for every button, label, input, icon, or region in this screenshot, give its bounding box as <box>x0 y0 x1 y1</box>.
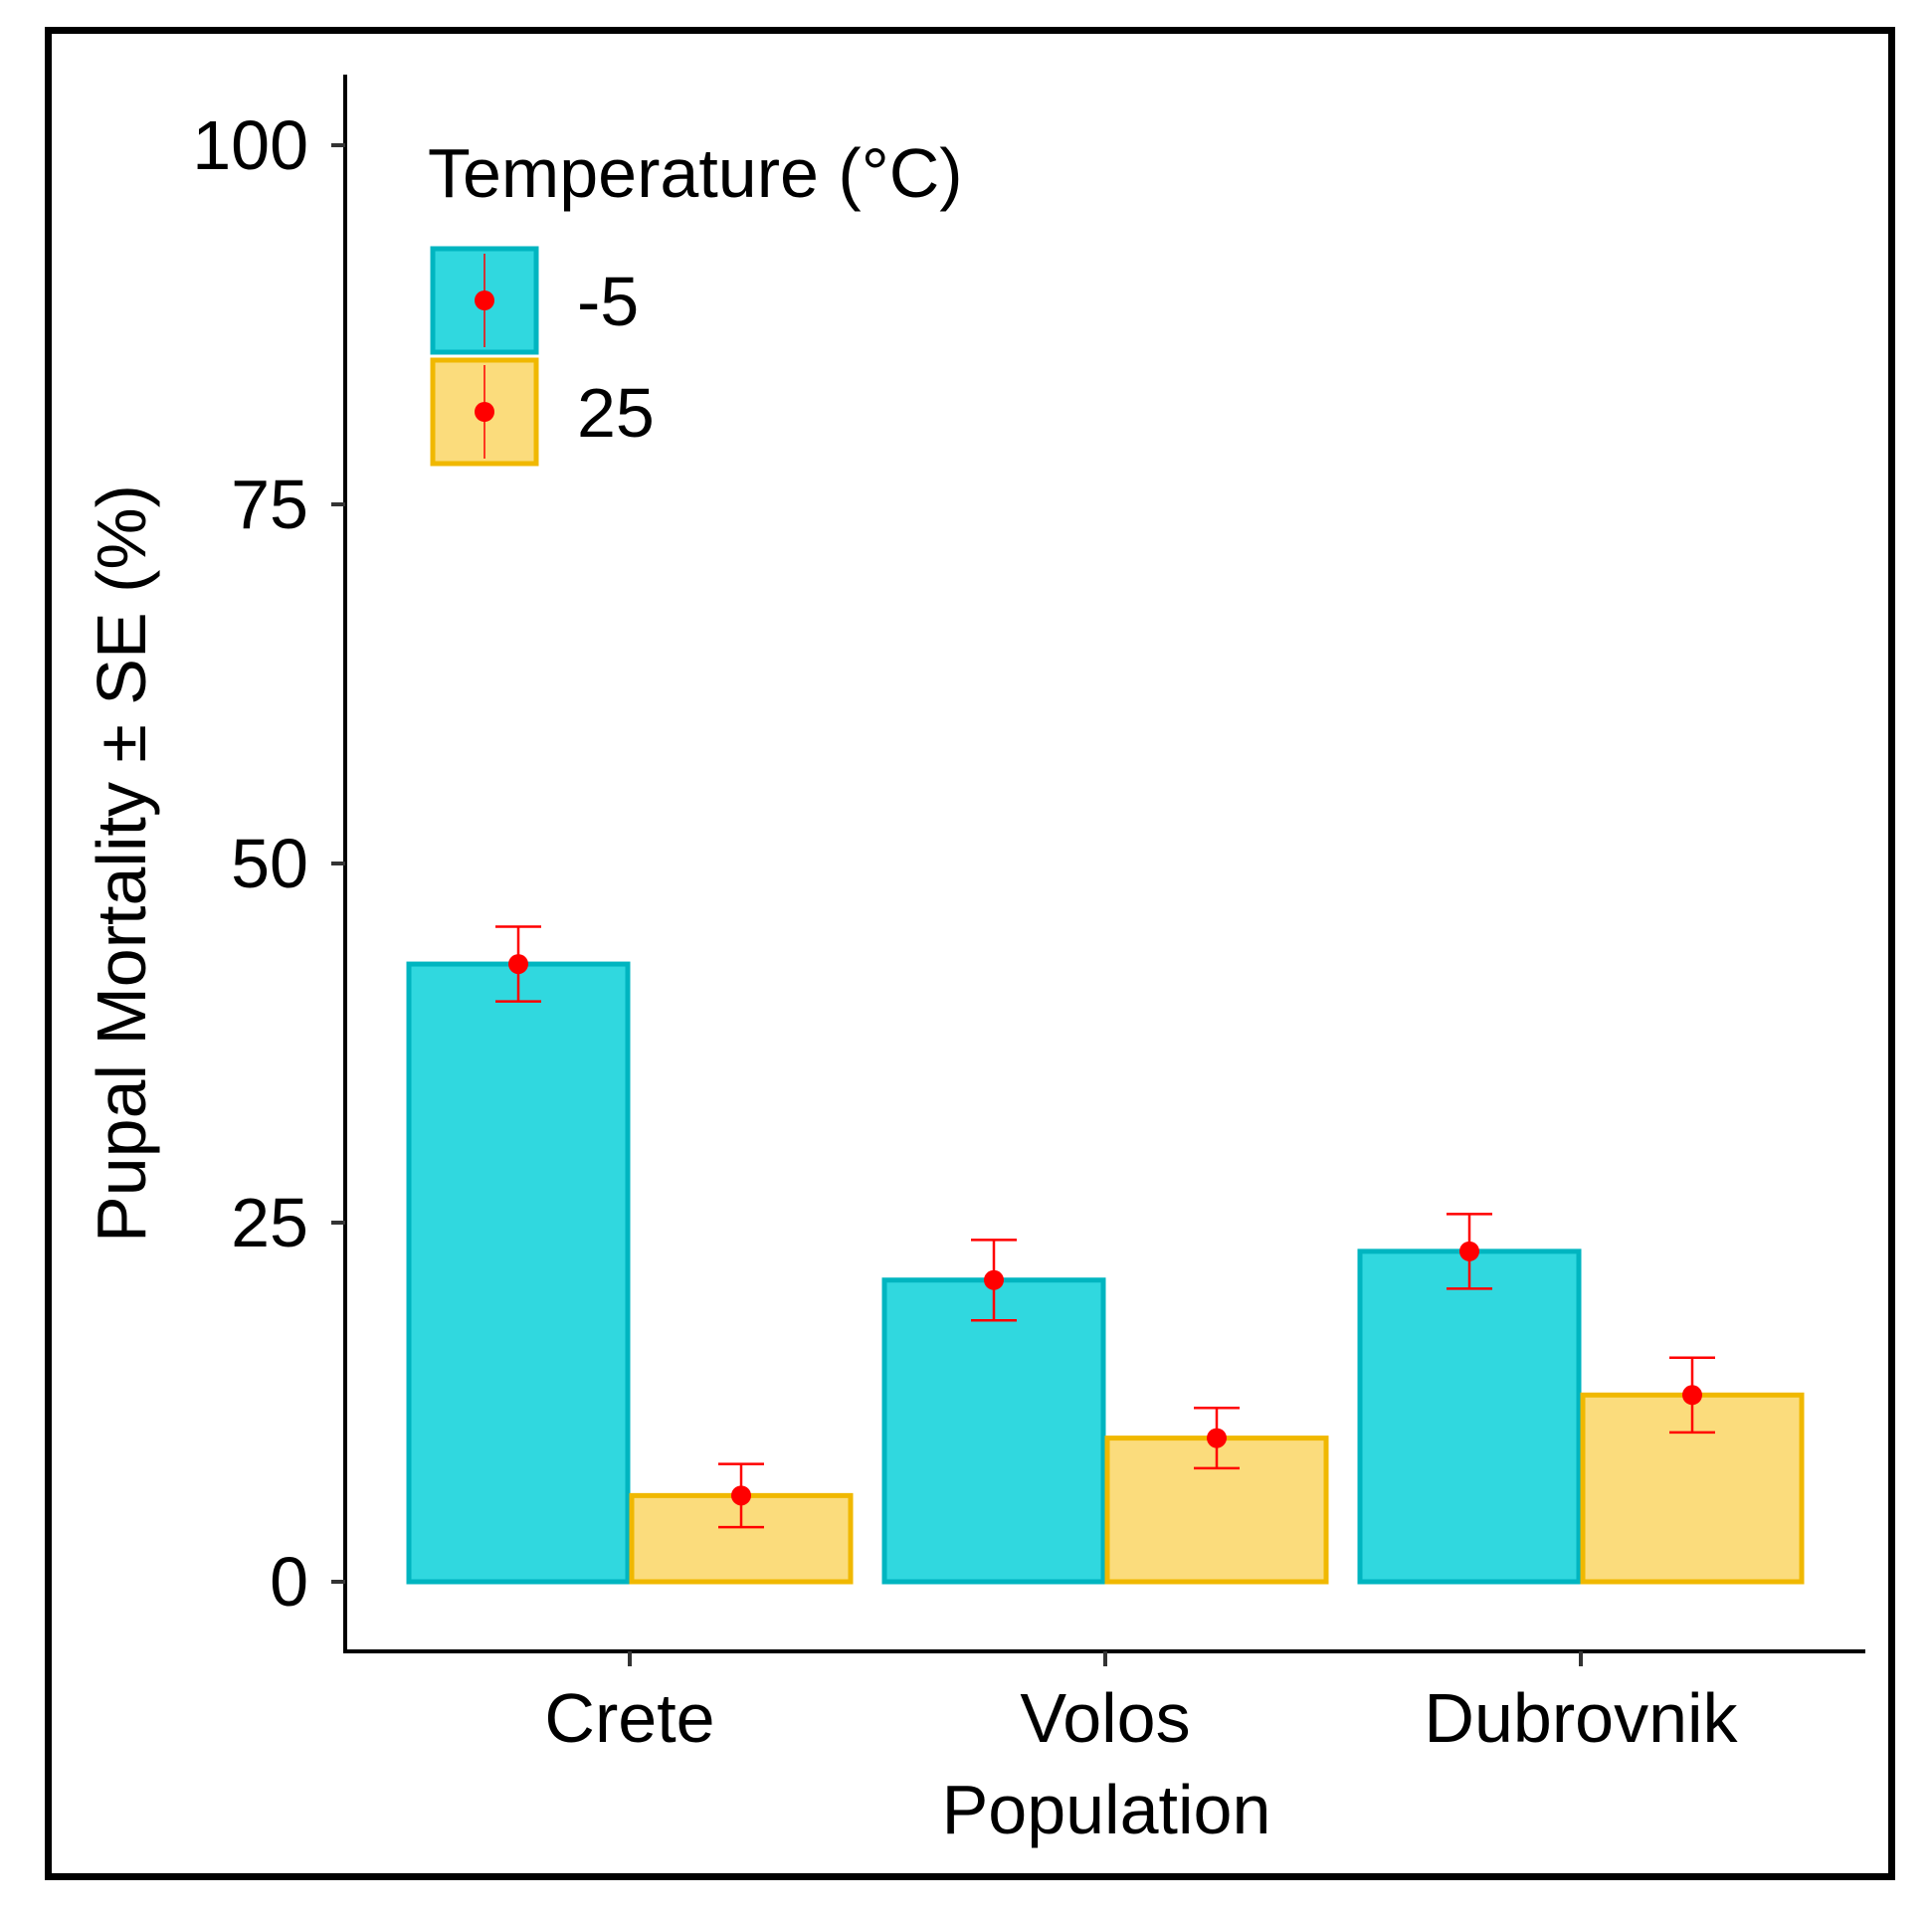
mean-point <box>731 1485 751 1506</box>
mean-point <box>1207 1428 1227 1448</box>
y-ticks: 0 25 50 75 100 <box>192 106 345 1621</box>
bar-dubrovnik--5 <box>1357 1248 1582 1585</box>
x-ticks: Crete Volos Dubrovnik <box>544 1651 1739 1757</box>
mean-point <box>1682 1385 1702 1406</box>
mean-point <box>508 954 528 975</box>
legend-point <box>475 402 494 422</box>
mean-point <box>1459 1241 1479 1261</box>
bar-dubrovnik-25 <box>1580 1392 1805 1585</box>
y-tick-label: 25 <box>231 1184 308 1261</box>
y-tick-label: 0 <box>270 1543 308 1621</box>
x-tick-label: Crete <box>544 1679 714 1757</box>
x-tick-label: Dubrovnik <box>1424 1679 1738 1757</box>
bars-layer <box>406 961 1805 1585</box>
legend-point <box>475 290 494 310</box>
y-axis-label: Pupal Mortality ± SE (%) <box>83 484 160 1243</box>
bar-crete--5 <box>406 961 631 1585</box>
y-tick-label: 75 <box>231 466 308 543</box>
legend-label: 25 <box>577 374 655 452</box>
y-tick-label: 100 <box>192 106 308 184</box>
y-tick-label: 50 <box>231 825 308 902</box>
x-tick-label: Volos <box>1020 1679 1190 1757</box>
mean-point <box>984 1269 1004 1290</box>
legend: Temperature (°C) -525 <box>428 134 963 467</box>
legend-keys: -525 <box>430 246 655 467</box>
x-axis-label: Population <box>942 1771 1271 1848</box>
bar-volos--5 <box>881 1277 1106 1585</box>
legend-title: Temperature (°C) <box>428 134 963 212</box>
legend-label: -5 <box>577 263 639 340</box>
errorbars-layer <box>495 925 1715 1529</box>
